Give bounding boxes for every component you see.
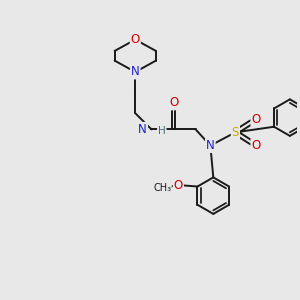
Text: S: S <box>232 126 239 139</box>
Text: H: H <box>158 126 166 136</box>
Text: CH₃: CH₃ <box>153 183 171 193</box>
Text: O: O <box>251 139 261 152</box>
Text: O: O <box>131 33 140 46</box>
Text: N: N <box>131 65 140 79</box>
Text: O: O <box>251 112 261 126</box>
Text: O: O <box>174 178 183 191</box>
Text: N: N <box>138 123 147 136</box>
Text: O: O <box>169 96 178 110</box>
Text: N: N <box>206 139 215 152</box>
